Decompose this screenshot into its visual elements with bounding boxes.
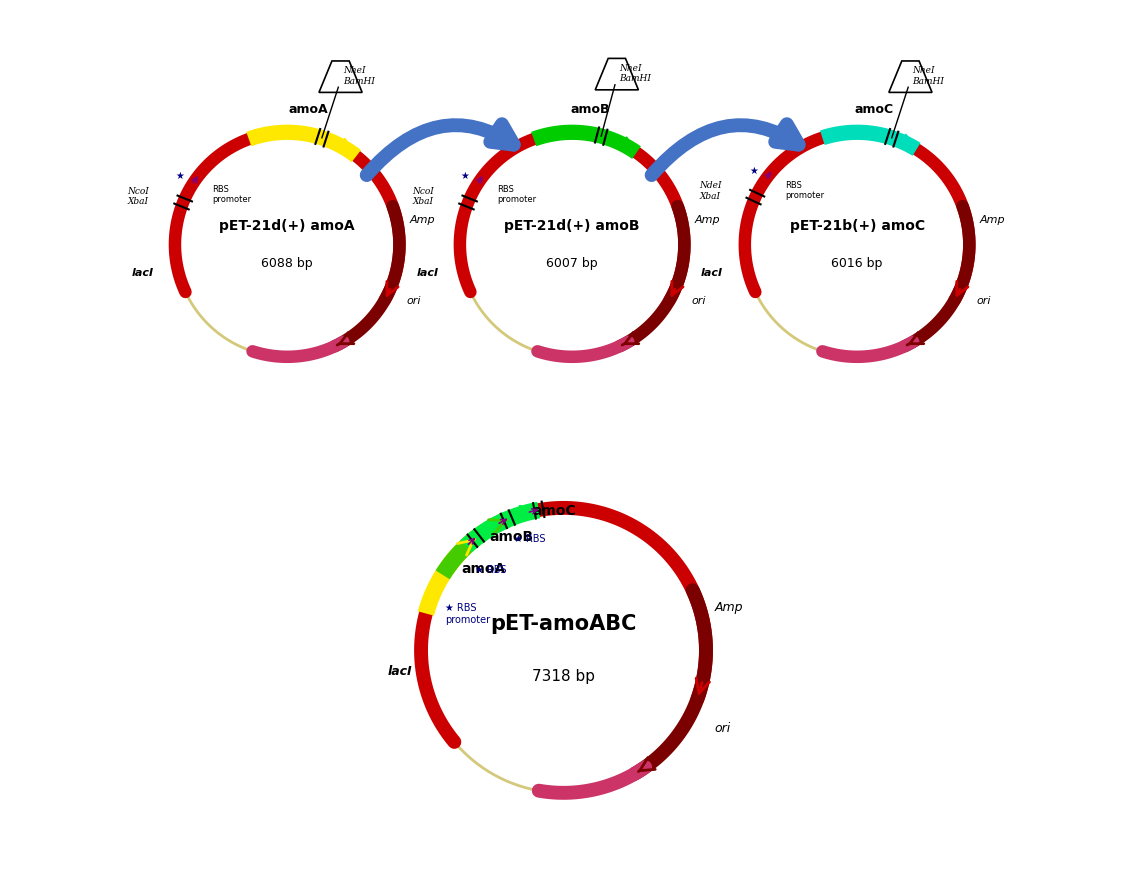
Text: NcoI
XbaI: NcoI XbaI: [412, 187, 434, 206]
Text: lacI: lacI: [388, 666, 412, 678]
Text: ★: ★: [176, 171, 184, 181]
Text: ori: ori: [691, 295, 706, 306]
Text: amoA: amoA: [289, 103, 328, 116]
Text: 6088 bp: 6088 bp: [261, 257, 313, 270]
Text: Amp: Amp: [715, 601, 743, 614]
Text: ori: ori: [715, 722, 730, 735]
Text: lacI: lacI: [701, 268, 724, 277]
Text: Amp: Amp: [979, 215, 1005, 225]
Text: NdeI
XbaI: NdeI XbaI: [700, 182, 722, 201]
Text: RBS
promoter: RBS promoter: [212, 185, 251, 204]
Text: NheI
BamHI: NheI BamHI: [619, 63, 651, 83]
Text: 6016 bp: 6016 bp: [832, 257, 882, 270]
Text: ★ RBS: ★ RBS: [514, 534, 545, 543]
Text: lacI: lacI: [416, 268, 438, 277]
Text: NheI
BamHI: NheI BamHI: [343, 66, 374, 86]
Text: NheI
BamHI: NheI BamHI: [913, 66, 944, 86]
Text: Amp: Amp: [694, 215, 720, 225]
Text: ori: ori: [976, 295, 991, 306]
Text: pET-amoABC: pET-amoABC: [490, 614, 637, 634]
Text: 6007 bp: 6007 bp: [547, 257, 598, 270]
Text: pET-21d(+) amoB: pET-21d(+) amoB: [505, 218, 640, 233]
Text: Amp: Amp: [410, 215, 435, 225]
FancyArrowPatch shape: [651, 124, 799, 175]
Text: ★ RBS: ★ RBS: [476, 565, 507, 575]
Text: ori: ori: [407, 295, 420, 306]
Text: ★: ★: [749, 166, 757, 176]
Text: amoB: amoB: [489, 529, 533, 543]
Text: amoC: amoC: [854, 103, 894, 116]
FancyArrowPatch shape: [366, 124, 514, 175]
Text: amoA: amoA: [461, 562, 505, 576]
Text: 7318 bp: 7318 bp: [532, 669, 595, 684]
Text: pET-21b(+) amoC: pET-21b(+) amoC: [790, 218, 924, 233]
Text: RBS
promoter: RBS promoter: [786, 181, 825, 200]
Text: pET-21d(+) amoA: pET-21d(+) amoA: [220, 218, 355, 233]
Text: NcoI
XbaI: NcoI XbaI: [127, 187, 149, 206]
Text: lacI: lacI: [131, 268, 153, 277]
Text: RBS
promoter: RBS promoter: [497, 185, 536, 204]
Text: amoB: amoB: [570, 103, 610, 116]
Text: amoC: amoC: [532, 504, 576, 518]
Text: ★: ★: [460, 171, 469, 181]
Text: ★ RBS
promoter: ★ RBS promoter: [445, 603, 490, 625]
